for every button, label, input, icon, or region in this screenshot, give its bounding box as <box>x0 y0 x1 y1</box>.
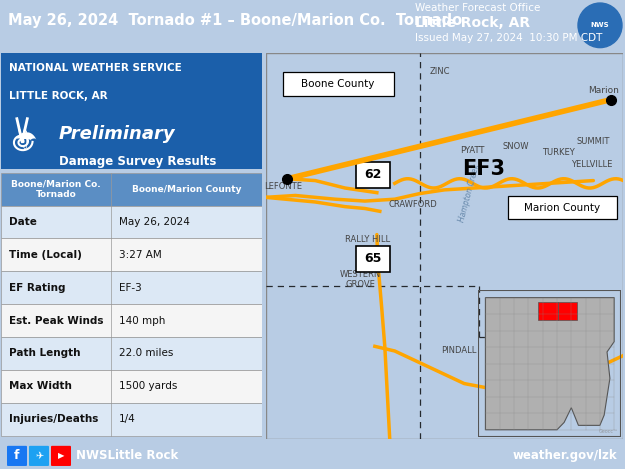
Text: NATIONAL WEATHER SERVICE: NATIONAL WEATHER SERVICE <box>9 63 182 74</box>
Text: NWS: NWS <box>591 23 609 28</box>
Text: Marion County: Marion County <box>524 203 601 212</box>
Text: Geocc™: Geocc™ <box>599 429 619 434</box>
Text: 22.0 miles: 22.0 miles <box>119 348 173 358</box>
Text: May 26, 2024  Tornado #1 – Boone/Marion Co.  Tornado: May 26, 2024 Tornado #1 – Boone/Marion C… <box>8 13 462 28</box>
Text: PINDALL: PINDALL <box>442 347 477 356</box>
FancyBboxPatch shape <box>51 446 71 466</box>
FancyBboxPatch shape <box>356 246 390 272</box>
Text: Boone County: Boone County <box>301 79 375 89</box>
Text: LEFONTE: LEFONTE <box>264 182 302 191</box>
Bar <box>1 337 262 370</box>
Text: EF3: EF3 <box>462 159 506 180</box>
Bar <box>1 239 262 272</box>
Text: PYATT: PYATT <box>460 146 484 155</box>
Text: Path Length: Path Length <box>9 348 81 358</box>
Bar <box>1 205 262 239</box>
FancyBboxPatch shape <box>7 446 27 466</box>
Text: Max Width: Max Width <box>9 381 72 391</box>
Text: ✈: ✈ <box>35 451 43 461</box>
Text: SUMMIT: SUMMIT <box>577 137 610 146</box>
Text: Issued May 27, 2024  10:30 PM CDT: Issued May 27, 2024 10:30 PM CDT <box>415 33 602 44</box>
FancyBboxPatch shape <box>508 197 617 219</box>
Text: EF Rating: EF Rating <box>9 283 66 293</box>
Bar <box>1 403 262 436</box>
Text: Injuries/Deaths: Injuries/Deaths <box>9 414 99 424</box>
Text: NWSLittle Rock: NWSLittle Rock <box>76 449 178 462</box>
Bar <box>1 173 262 205</box>
Text: Damage Survey Results: Damage Survey Results <box>59 155 216 168</box>
Text: LITTLE ROCK, AR: LITTLE ROCK, AR <box>9 91 107 100</box>
Text: Preliminary: Preliminary <box>59 125 175 143</box>
Text: ▶: ▶ <box>58 451 64 461</box>
Text: Boone/Marion Co.
Tornado: Boone/Marion Co. Tornado <box>11 180 101 199</box>
Text: ZINC: ZINC <box>429 67 449 76</box>
Text: Time (Local): Time (Local) <box>9 250 82 260</box>
Text: f: f <box>14 449 20 462</box>
Text: 62: 62 <box>364 168 381 182</box>
Text: Est. Peak Winds: Est. Peak Winds <box>9 316 104 325</box>
Text: Weather Forecast Office: Weather Forecast Office <box>415 3 541 13</box>
FancyBboxPatch shape <box>29 446 49 466</box>
Bar <box>1 53 262 169</box>
Text: ☂: ☂ <box>14 130 37 154</box>
Text: 65: 65 <box>364 252 381 265</box>
Polygon shape <box>486 298 614 430</box>
Text: weather.gov/lzk: weather.gov/lzk <box>512 449 617 462</box>
Text: EF-3: EF-3 <box>119 283 141 293</box>
Bar <box>538 302 558 320</box>
Text: Little Rock, AR: Little Rock, AR <box>415 16 530 30</box>
Text: SNOW: SNOW <box>503 142 529 151</box>
Text: Date: Date <box>9 217 37 227</box>
Bar <box>558 302 577 320</box>
Bar <box>1 370 262 403</box>
Text: RALLY HILL: RALLY HILL <box>346 235 391 244</box>
Text: May 26, 2024: May 26, 2024 <box>119 217 189 227</box>
Bar <box>1 304 262 337</box>
Text: 3:27 AM: 3:27 AM <box>119 250 161 260</box>
Text: TURKEY: TURKEY <box>542 148 575 157</box>
Bar <box>1 272 262 304</box>
Circle shape <box>578 3 622 48</box>
Text: Marion: Marion <box>588 86 619 95</box>
Text: Hampton Creek: Hampton Creek <box>457 163 481 223</box>
Text: Boone/Marion County: Boone/Marion County <box>131 185 241 194</box>
FancyBboxPatch shape <box>282 72 394 96</box>
Text: 140 mph: 140 mph <box>119 316 165 325</box>
Text: WESTERN
GROVE: WESTERN GROVE <box>339 270 381 289</box>
Text: CRAWFORD: CRAWFORD <box>388 200 437 209</box>
Text: YELLVILLE: YELLVILLE <box>571 160 612 169</box>
Text: 1500 yards: 1500 yards <box>119 381 177 391</box>
Text: RALPH: RALPH <box>591 207 619 216</box>
FancyBboxPatch shape <box>356 162 390 188</box>
Text: 1/4: 1/4 <box>119 414 135 424</box>
